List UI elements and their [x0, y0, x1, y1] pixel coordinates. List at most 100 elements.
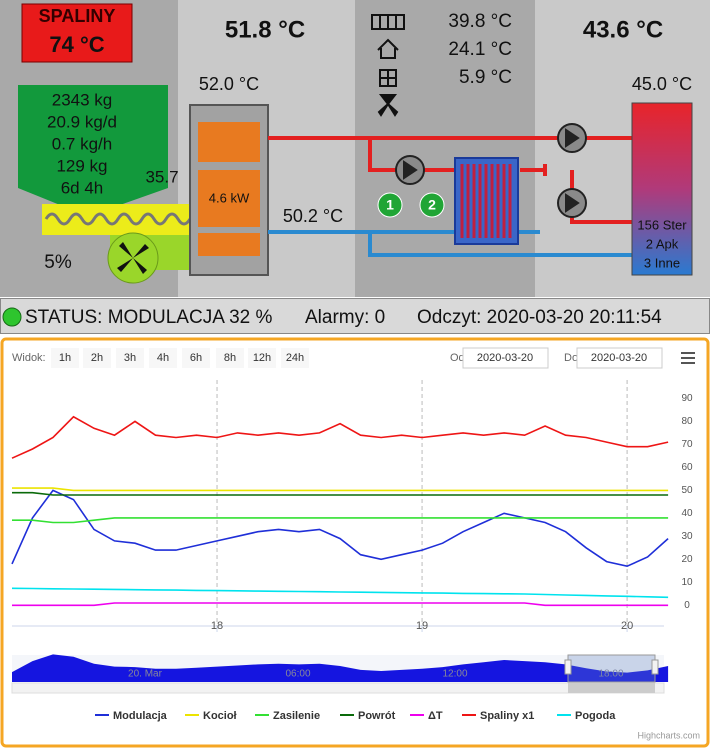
menu-button[interactable] — [681, 352, 695, 364]
pumps — [395, 123, 587, 218]
boiler-power: 4.6 kW — [209, 190, 250, 205]
from-date[interactable]: 2020-03-20 — [477, 352, 533, 364]
plant-panel: SPALINY 74 °C 51.8 °C 43.6 °C 39.8 °C 24… — [0, 0, 710, 297]
navigator-label: 18:00 — [598, 669, 623, 680]
range-button-label[interactable]: 12h — [253, 352, 271, 364]
x-tick-label: 18 — [211, 620, 223, 632]
chart: 1h 2h 3h 4h 6h 8h 12h 24h 0 10 20 30 40 50 60 70 80 90 18 1… — [11, 348, 700, 740]
room-temp: 39.8 °C — [448, 11, 512, 32]
circuit-label[interactable]: 2 — [428, 197, 436, 213]
y-tick-label: 20 — [681, 554, 693, 565]
legend-label[interactable]: ΔT — [428, 710, 443, 722]
supply-pipe — [268, 136, 632, 224]
series-line — [12, 491, 669, 496]
flue-label: SPALINY — [39, 6, 116, 26]
legend-label[interactable]: Powrót — [358, 710, 396, 722]
to-input[interactable] — [576, 347, 663, 369]
y-tick-label: 40 — [681, 508, 693, 519]
to-label: Do — [564, 352, 578, 364]
room-icons — [371, 14, 405, 117]
credits[interactable]: Highcharts.com — [637, 730, 700, 740]
series-line — [11, 489, 669, 568]
range-button-label[interactable]: 8h — [224, 352, 236, 364]
navigator-area — [12, 654, 669, 682]
y-tick-label: 30 — [681, 531, 693, 542]
fuel-stat: 129 kg — [56, 156, 107, 175]
exchanger-coil — [460, 164, 512, 238]
flue-value: 74 °C — [49, 32, 104, 57]
range-button-label[interactable]: 24h — [286, 352, 304, 364]
flue-box — [21, 3, 133, 63]
range-button[interactable] — [248, 348, 276, 368]
fan — [107, 232, 159, 284]
tank-info: 3 Inne — [644, 255, 680, 270]
series-line — [11, 415, 669, 459]
fuel-hopper — [18, 85, 168, 205]
from-label: Od — [450, 352, 465, 364]
range-button[interactable] — [116, 348, 144, 368]
series-line — [12, 602, 669, 607]
to-date[interactable]: 2020-03-20 — [591, 352, 647, 364]
x-tick-label: 19 — [416, 620, 428, 632]
circuit-label[interactable]: 1 — [386, 197, 394, 213]
range-button[interactable] — [83, 348, 111, 368]
status-bar: STATUS: MODULACJA 32 % Alarmy: 0 Odczyt:… — [0, 298, 710, 334]
range-button-label[interactable]: 4h — [157, 352, 169, 364]
fuel-stat: 20.9 kg/d — [47, 112, 117, 131]
status-text: STATUS: MODULACJA 32 % — [25, 307, 273, 328]
scrollbar-thumb[interactable] — [568, 683, 655, 693]
navigator-label: 06:00 — [285, 669, 310, 680]
fan-blades — [117, 242, 149, 274]
range-button[interactable] — [149, 348, 177, 368]
tank-info: 2 Apk — [646, 236, 679, 251]
chart-panel — [0, 337, 710, 748]
range-button[interactable] — [182, 348, 210, 368]
tank-top-temp: 45.0 °C — [632, 74, 692, 94]
range-button[interactable] — [51, 348, 79, 368]
tank-info: 156 Ster — [637, 217, 687, 232]
circuit-button[interactable] — [419, 192, 445, 218]
room-temp: 5.9 °C — [459, 67, 512, 88]
boiler-out-temp: 52.0 °C — [199, 74, 259, 94]
y-tick-label: 90 — [681, 393, 693, 404]
window-icon — [380, 70, 396, 86]
range-label: Widok: — [12, 352, 46, 364]
series-line — [12, 487, 669, 492]
range-button[interactable] — [216, 348, 244, 368]
x-tick-label: 20 — [621, 620, 633, 632]
range-button[interactable] — [281, 348, 309, 368]
y-tick-label: 70 — [681, 439, 693, 450]
radiator-icon — [379, 15, 397, 29]
y-tick-label: 0 — [684, 600, 690, 611]
pump-arrow — [565, 193, 580, 213]
y-tick-label: 60 — [681, 462, 693, 473]
range-button-label[interactable]: 6h — [190, 352, 202, 364]
auger-screw — [44, 212, 192, 226]
navigator-handle[interactable] — [564, 659, 572, 675]
return-pipe — [268, 230, 632, 257]
legend-label[interactable]: Zasilenie — [273, 710, 320, 722]
reading-time: Odczyt: 2020-03-20 20:11:54 — [417, 307, 662, 328]
hot-water-tank — [631, 102, 693, 276]
fan-icon — [377, 94, 399, 117]
circuit-button[interactable] — [377, 192, 403, 218]
alarms: Alarmy: 0 — [305, 307, 385, 328]
legend-label[interactable]: Modulacja — [113, 710, 168, 722]
legend-label[interactable]: Spaliny x1 — [480, 710, 534, 722]
feeder-temp: 35.7 — [145, 167, 178, 186]
series-line — [12, 517, 669, 524]
fuel-stat: 2343 kg — [52, 90, 113, 109]
navigator-handle[interactable] — [651, 659, 659, 675]
legend-label[interactable]: Pogoda — [575, 710, 616, 722]
range-button-label[interactable]: 1h — [59, 352, 71, 364]
boiler-chamber — [198, 170, 260, 227]
range-button-label[interactable]: 3h — [124, 352, 136, 364]
pump-arrow — [565, 128, 580, 148]
navigator-label: 20. Mar — [128, 669, 163, 680]
status-bg — [0, 298, 710, 334]
from-input[interactable] — [462, 347, 549, 369]
range-button-label[interactable]: 2h — [91, 352, 103, 364]
legend-label[interactable]: Kocioł — [203, 710, 237, 722]
navigator-window[interactable] — [567, 654, 656, 683]
